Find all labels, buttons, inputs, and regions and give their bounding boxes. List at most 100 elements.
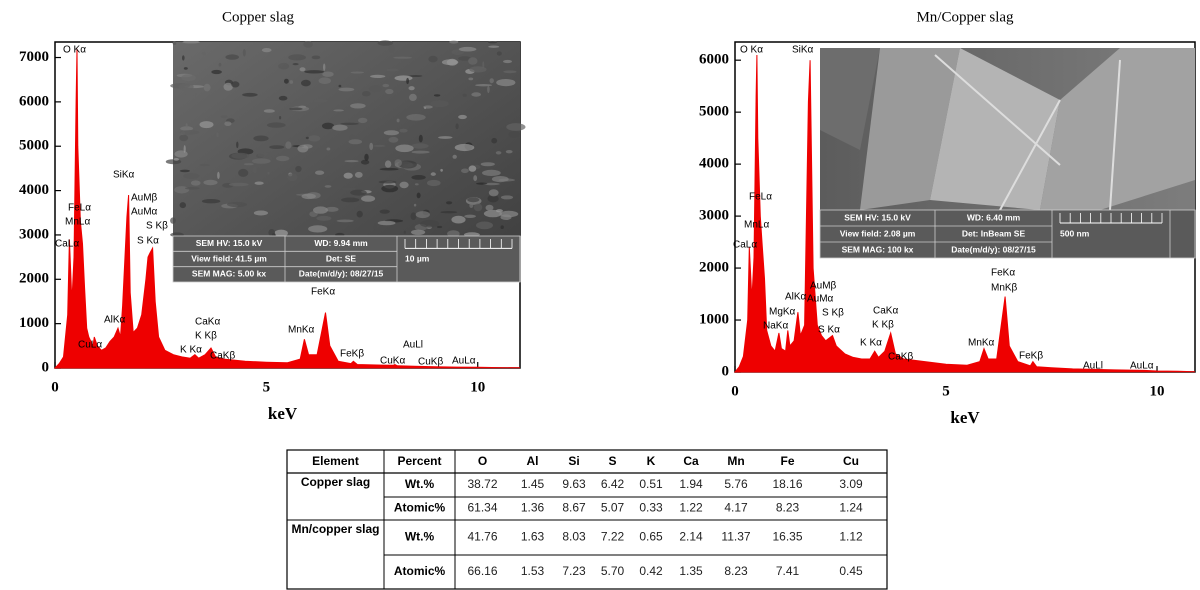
peak-label: CaLα bbox=[733, 240, 757, 251]
sem-texture bbox=[373, 223, 377, 230]
sem-texture bbox=[462, 93, 467, 97]
sem-texture bbox=[261, 48, 272, 53]
peak-label: K Kα bbox=[860, 338, 882, 349]
element-name: Copper slag bbox=[300, 476, 371, 489]
peak-label: FeLα bbox=[749, 192, 772, 203]
value-cell: 0.45 bbox=[839, 564, 863, 578]
element-cell: Mn/copper slag bbox=[291, 523, 379, 536]
sem-texture bbox=[269, 145, 285, 150]
sem-texture bbox=[485, 204, 494, 211]
sem-texture bbox=[336, 219, 354, 223]
sem-texture bbox=[228, 182, 249, 187]
value-cell: 9.63 bbox=[562, 477, 586, 491]
sem-info-text: Date(m/d/y): 08/27/15 bbox=[951, 244, 1036, 254]
sem-texture bbox=[321, 122, 335, 130]
spectrum-area bbox=[733, 54, 1196, 373]
percent-cell: Atomic% bbox=[394, 564, 446, 578]
sem-texture bbox=[488, 41, 498, 44]
sem-texture bbox=[305, 136, 309, 140]
peak-label: CaKα bbox=[873, 306, 898, 317]
peak-label: K Kβ bbox=[872, 320, 894, 331]
peak-label: O Kα bbox=[63, 45, 86, 56]
sem-texture bbox=[381, 184, 399, 193]
sem-texture bbox=[349, 134, 354, 140]
y-tick-label: 1000 bbox=[19, 315, 49, 331]
percent-cell: Wt.% bbox=[405, 477, 435, 491]
value-cell: 1.24 bbox=[839, 501, 863, 515]
y-tick-label: 4000 bbox=[19, 182, 49, 198]
sem-texture bbox=[399, 181, 409, 189]
value-cell: 5.70 bbox=[601, 564, 625, 578]
value-cell: 4.17 bbox=[724, 501, 748, 515]
sem-texture bbox=[496, 51, 502, 56]
y-tick-label: 2000 bbox=[19, 271, 49, 287]
peak-label: FeKα bbox=[311, 287, 335, 298]
sem-texture bbox=[218, 62, 222, 67]
sem-texture bbox=[299, 67, 306, 72]
chart-title: Copper slag bbox=[222, 9, 295, 25]
sem-texture bbox=[394, 159, 402, 167]
sem-texture bbox=[174, 150, 188, 158]
sem-texture bbox=[315, 170, 325, 175]
sem-info-text: Det: SE bbox=[326, 253, 357, 263]
sem-texture bbox=[301, 193, 316, 200]
peak-label: K Kβ bbox=[195, 331, 217, 342]
sem-texture bbox=[333, 109, 344, 112]
sem-texture bbox=[223, 82, 233, 91]
sem-texture bbox=[276, 155, 290, 162]
y-tick-label: 0 bbox=[722, 363, 730, 379]
sem-texture bbox=[505, 150, 513, 154]
sem-texture bbox=[350, 189, 367, 196]
value-cell: 41.76 bbox=[467, 530, 497, 544]
peak-label: K Kα bbox=[180, 345, 202, 356]
sem-texture bbox=[377, 220, 396, 226]
sem-texture bbox=[172, 41, 177, 45]
sem-texture bbox=[503, 70, 517, 74]
sem-texture bbox=[500, 225, 504, 229]
peak-label: FeKβ bbox=[340, 349, 364, 360]
sem-texture bbox=[491, 176, 509, 183]
sem-texture bbox=[297, 144, 309, 153]
sem-texture bbox=[468, 77, 474, 81]
table-header: S bbox=[608, 454, 616, 468]
y-tick-label: 5000 bbox=[699, 104, 729, 120]
sem-info-bar bbox=[172, 235, 521, 283]
sem-texture bbox=[468, 165, 477, 172]
value-cell: 1.53 bbox=[521, 564, 545, 578]
sem-texture bbox=[279, 116, 282, 120]
sem-texture bbox=[183, 67, 188, 70]
sem-texture bbox=[324, 185, 332, 188]
sem-texture bbox=[257, 152, 272, 158]
sem-texture bbox=[278, 62, 290, 70]
sem-info-text: SEM MAG: 5.00 kx bbox=[192, 269, 266, 279]
sem-texture bbox=[199, 163, 210, 167]
sem-texture bbox=[179, 130, 200, 135]
scale-bar-label: 10 µm bbox=[405, 253, 430, 263]
x-tick-label: 10 bbox=[1150, 383, 1165, 399]
sem-texture bbox=[451, 215, 466, 224]
sem-texture bbox=[225, 54, 239, 60]
sem-texture bbox=[364, 153, 369, 161]
peak-label: S Kβ bbox=[822, 308, 844, 319]
sem-texture bbox=[199, 121, 214, 129]
x-tick-label: 0 bbox=[51, 379, 59, 395]
sem-texture bbox=[446, 201, 453, 205]
sem-texture bbox=[430, 100, 449, 108]
sem-texture bbox=[361, 195, 376, 202]
sem-texture bbox=[458, 46, 477, 52]
sem-texture bbox=[471, 92, 482, 97]
value-cell: 1.36 bbox=[521, 501, 545, 515]
sem-texture bbox=[449, 40, 459, 44]
sem-texture bbox=[409, 93, 417, 101]
sem-texture bbox=[394, 75, 413, 81]
sem-texture bbox=[288, 54, 306, 61]
sem-texture bbox=[489, 78, 494, 84]
sem-texture bbox=[217, 171, 220, 179]
sem-texture bbox=[242, 92, 258, 97]
y-tick-label: 5000 bbox=[19, 138, 49, 154]
value-cell: 7.22 bbox=[601, 530, 625, 544]
sem-info-text: WD: 9.94 mm bbox=[314, 238, 368, 248]
sem-texture bbox=[356, 210, 363, 218]
sem-texture bbox=[408, 86, 415, 91]
sem-info-text: SEM HV: 15.0 kV bbox=[196, 238, 263, 248]
